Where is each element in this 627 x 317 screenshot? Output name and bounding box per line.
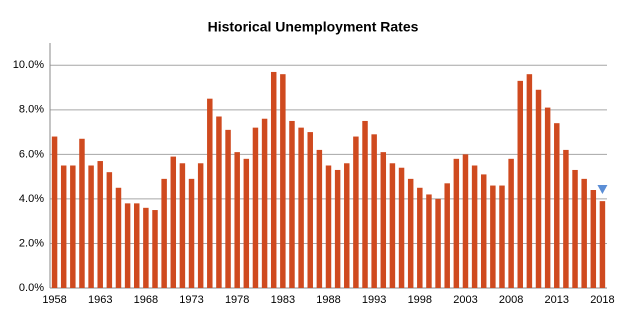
bar [280,74,286,288]
bar [79,138,85,288]
bar [444,183,450,288]
bar [344,163,350,288]
bar [298,127,304,289]
bar [115,187,122,288]
x-tick-label: 1983 [271,294,295,306]
bar [417,187,423,288]
bar [161,178,167,288]
bar [490,185,496,288]
y-tick-label: 4.0% [19,193,44,205]
bar [270,71,277,288]
bar [389,163,396,288]
bar [152,210,158,288]
bar [499,185,505,288]
bar [508,158,514,288]
bar [289,120,295,288]
x-tick-label: 1978 [225,294,249,306]
bar [106,172,113,288]
bar [471,165,478,288]
bar [179,163,186,288]
bar [170,156,177,288]
bar [362,120,368,288]
bar [535,89,542,288]
bar [526,74,533,288]
forecast-marker [597,185,608,194]
bar [398,167,405,288]
y-tick-label: 8.0% [19,104,44,116]
bar [124,203,131,288]
bar [554,123,560,288]
y-tick-label: 0.0% [19,282,44,294]
bar [599,201,606,288]
bar [225,129,231,288]
bar [581,178,587,288]
bar [97,161,103,288]
bar [197,163,204,288]
bar [207,98,213,288]
x-tick-label: 2018 [590,294,614,306]
x-tick-label: 1993 [362,294,386,306]
bar [216,116,222,288]
bar [234,152,240,288]
bar [188,178,195,288]
x-tick-label: 1963 [88,294,112,306]
x-tick-label: 1958 [42,294,66,306]
x-tick-label: 2003 [453,294,477,306]
bar [307,132,313,288]
chart-title: Historical Unemployment Rates [208,19,419,35]
bar [453,158,460,288]
bar [134,203,140,288]
x-tick-label: 1973 [179,294,203,306]
bar [143,207,149,288]
y-tick-label: 6.0% [19,148,44,160]
x-tick-label: 2013 [545,294,569,306]
y-tick-label: 2.0% [19,237,44,249]
bar [325,165,332,288]
bar [261,118,268,289]
bar [572,169,578,288]
bar [70,165,76,288]
bar [88,165,94,288]
y-tick-label: 10.0% [13,59,44,71]
bar [517,80,523,288]
bar [462,154,469,288]
bar [371,134,377,288]
bar [426,194,432,288]
bar [380,152,387,288]
x-tick-label: 1998 [408,294,432,306]
bar [243,158,250,288]
bar [480,174,487,288]
bar [544,107,551,288]
bar [60,165,67,288]
bar [563,149,569,288]
x-tick-label: 1988 [316,294,340,306]
bar [407,178,414,288]
bar [334,169,341,288]
x-tick-label: 2008 [499,294,523,306]
bar [252,127,259,289]
bar [435,198,441,288]
bar [316,149,323,288]
x-tick-label: 1968 [134,294,158,306]
bar [353,136,359,288]
bar [51,136,58,288]
bar [590,190,597,288]
